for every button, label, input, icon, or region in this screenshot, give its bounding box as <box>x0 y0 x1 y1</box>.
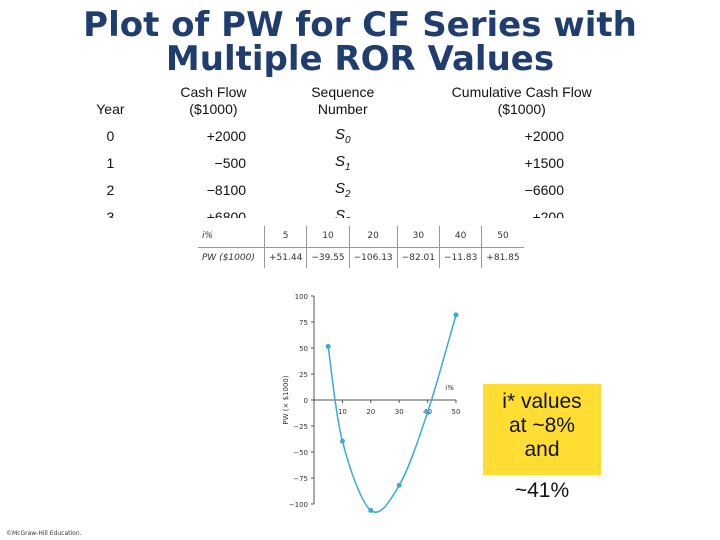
cell-year: 1 <box>106 154 115 171</box>
y-tick-label: 75 <box>299 319 308 327</box>
header-cash-flow-line1: Cash Flow <box>180 84 247 100</box>
pw-table-pw-value: −82.01 <box>396 246 440 268</box>
cell-sequence: S1 <box>284 149 401 176</box>
i-star-callout: i* values at ~8% and <box>483 384 601 475</box>
data-point <box>368 507 374 513</box>
cash-flow-table: Year Cash Flow ($1000) Sequence Number C… <box>78 84 642 230</box>
pw-table-label-pw: PW ($1000) <box>198 246 265 268</box>
sequence-letter: S <box>334 152 345 170</box>
x-tick-label: 20 <box>366 408 375 416</box>
header-cumulative-line1: Cumulative Cash Flow <box>451 84 592 100</box>
y-tick-label: 0 <box>304 397 308 405</box>
cell-year: 3 <box>106 208 115 225</box>
header-cumulative-cash-flow: Cumulative Cash Flow ($1000) <box>401 84 642 122</box>
pw-table-i-value: 30 <box>396 226 440 248</box>
x-tick-label: 30 <box>395 408 404 416</box>
cell-year: 0 <box>106 127 115 144</box>
x-tick-label: 10 <box>338 408 347 416</box>
pw-table-row-i: i% 5 10 20 30 40 50 <box>198 226 524 248</box>
y-tick-label: −50 <box>293 449 308 457</box>
pw-curve <box>327 314 457 513</box>
data-point <box>325 344 331 350</box>
table-row: 0 +2000 S0 +2000 <box>78 122 642 149</box>
pw-table-pw-value: −106.13 <box>348 246 398 268</box>
table-row: 1 −500 S1 +1500 <box>78 149 642 176</box>
pw-table-pw-value: −39.55 <box>306 246 350 268</box>
cell-cash-flow: −8100 <box>206 181 247 198</box>
sequence-letter: S <box>334 125 345 143</box>
header-cash-flow-line2: ($1000) <box>189 101 238 117</box>
data-point <box>396 482 402 488</box>
cell-cumulative: +1500 <box>524 154 564 171</box>
pw-table-i-value: 40 <box>438 226 483 248</box>
cash-flow-table-header: Year Cash Flow ($1000) Sequence Number C… <box>78 84 642 122</box>
data-point <box>425 409 431 415</box>
slide-title: Plot of PW for CF Series with Multiple R… <box>83 5 637 79</box>
sequence-subscript: 0 <box>344 134 351 146</box>
data-point <box>339 438 345 444</box>
sequence-letter: S <box>334 179 345 197</box>
pw-table-pw-value: −11.83 <box>438 246 483 268</box>
cell-cash-flow: +2000 <box>206 127 247 144</box>
sequence-letter: S <box>334 206 345 224</box>
y-tick-label: −75 <box>293 475 308 483</box>
y-tick-label: 100 <box>295 293 308 301</box>
cell-sequence: S2 <box>284 176 401 203</box>
y-tick-label: −100 <box>289 501 308 509</box>
cell-cumulative: +2000 <box>524 127 564 144</box>
cell-sequence: S0 <box>284 122 401 149</box>
pw-table-i-value: 20 <box>348 226 398 248</box>
pw-table-i-value: 50 <box>481 226 524 248</box>
x-axis-label: i% <box>445 384 454 392</box>
callout-line: i* values <box>502 390 582 413</box>
y-tick-label: −25 <box>293 423 308 431</box>
callout-line: and <box>524 438 560 461</box>
sequence-subscript: 1 <box>344 161 351 173</box>
header-year: Year <box>96 101 125 117</box>
pw-table-pw-value: +51.44 <box>263 246 308 268</box>
cell-year: 2 <box>106 181 115 198</box>
table-row: 2 −8100 S2 −6600 <box>78 176 642 203</box>
data-point <box>453 312 459 318</box>
header-sequence-line2: Number <box>317 101 368 117</box>
pw-table-i-value: 10 <box>306 226 350 248</box>
y-tick-label: 25 <box>299 371 308 379</box>
y-tick-label: 50 <box>299 345 308 353</box>
callout-line: at ~8% <box>509 414 575 437</box>
header-cash-flow: Cash Flow ($1000) <box>143 84 284 122</box>
header-cumulative-line2: ($1000) <box>497 101 546 117</box>
cell-cumulative: −6600 <box>524 181 564 198</box>
sequence-subscript: 2 <box>344 188 351 200</box>
header-sequence-line1: Sequence <box>311 84 375 100</box>
cell-cash-flow: −500 <box>214 154 247 171</box>
pw-table-i-value: 5 <box>263 226 308 248</box>
pw-table-row-pw: PW ($1000) +51.44 −39.55 −106.13 −82.01 … <box>198 246 524 268</box>
pw-table-pw-value: +81.85 <box>481 246 524 268</box>
copyright-notice: ©McGraw-Hill Education. <box>6 530 82 537</box>
x-tick-label: 50 <box>452 408 461 416</box>
pw-table-label-i: i% <box>198 226 265 248</box>
callout-line-last: ~41% <box>514 479 570 502</box>
y-axis-label: PW (× $1000) <box>282 375 290 424</box>
header-sequence-number: Sequence Number <box>284 84 401 122</box>
pw-values-table: i% 5 10 20 30 40 50 PW ($1000) +51.44 −3… <box>198 226 524 268</box>
